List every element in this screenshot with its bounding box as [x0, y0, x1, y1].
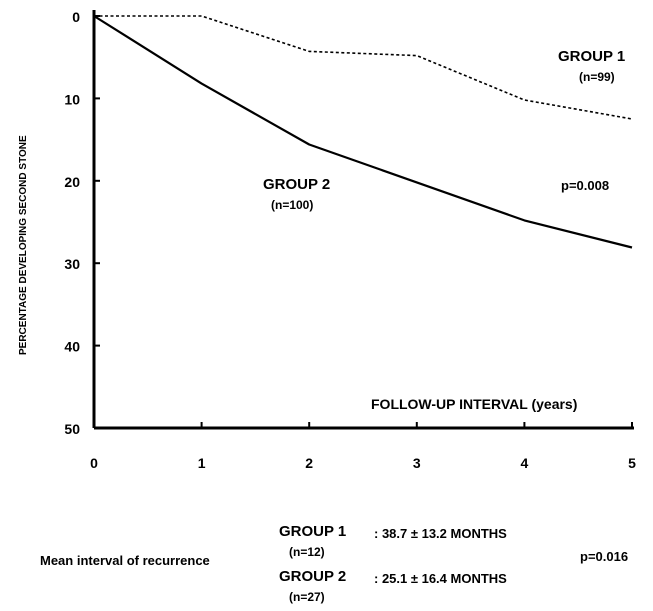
y-tick-label: 30: [64, 256, 80, 272]
summary-group2-name: GROUP 2: [279, 568, 347, 585]
x-tick-label: 5: [628, 455, 636, 471]
group1-series-label: GROUP 1: [558, 48, 626, 65]
summary-label: Mean interval of recurrence: [40, 553, 210, 568]
summary-group1-name: GROUP 1: [279, 523, 347, 540]
group2-series-label: GROUP 2: [263, 176, 331, 193]
series-lines: [93, 15, 633, 249]
y-tick-label: 40: [64, 339, 80, 355]
summary-group2-value: : 25.1 ± 16.4 MONTHS: [374, 571, 507, 586]
x-tick-label: 0: [90, 455, 98, 471]
tick-labels: 0 10 20 30 40 50 0 1 2 3 4 5: [64, 9, 636, 471]
summary-group1-value: : 38.7 ± 13.2 MONTHS: [374, 526, 507, 541]
x-tick-label: 2: [305, 455, 313, 471]
series-line-group-2: [93, 15, 633, 249]
x-tick-label: 1: [198, 455, 206, 471]
summary-group2-n: (n=27): [289, 590, 325, 604]
summary-p-value: p=0.016: [580, 549, 629, 564]
x-tick-label: 4: [521, 455, 529, 471]
group1-n-label: (n=99): [579, 70, 615, 84]
group2-n-label: (n=100): [271, 198, 314, 212]
summary-group1-n: (n=12): [289, 545, 325, 559]
series-line-group-1: [94, 15, 633, 120]
axes: [92, 10, 634, 430]
y-axis-label: PERCENTAGE DEVELOPING SECOND STONE: [18, 135, 29, 355]
x-axis-label: FOLLOW-UP INTERVAL (years): [371, 396, 578, 412]
x-tick-label: 3: [413, 455, 421, 471]
y-tick-label: 50: [64, 421, 80, 437]
chart-p-value: p=0.008: [561, 178, 610, 193]
y-tick-label: 0: [72, 9, 80, 25]
y-tick-label: 20: [64, 174, 80, 190]
y-tick-label: 10: [64, 91, 80, 107]
